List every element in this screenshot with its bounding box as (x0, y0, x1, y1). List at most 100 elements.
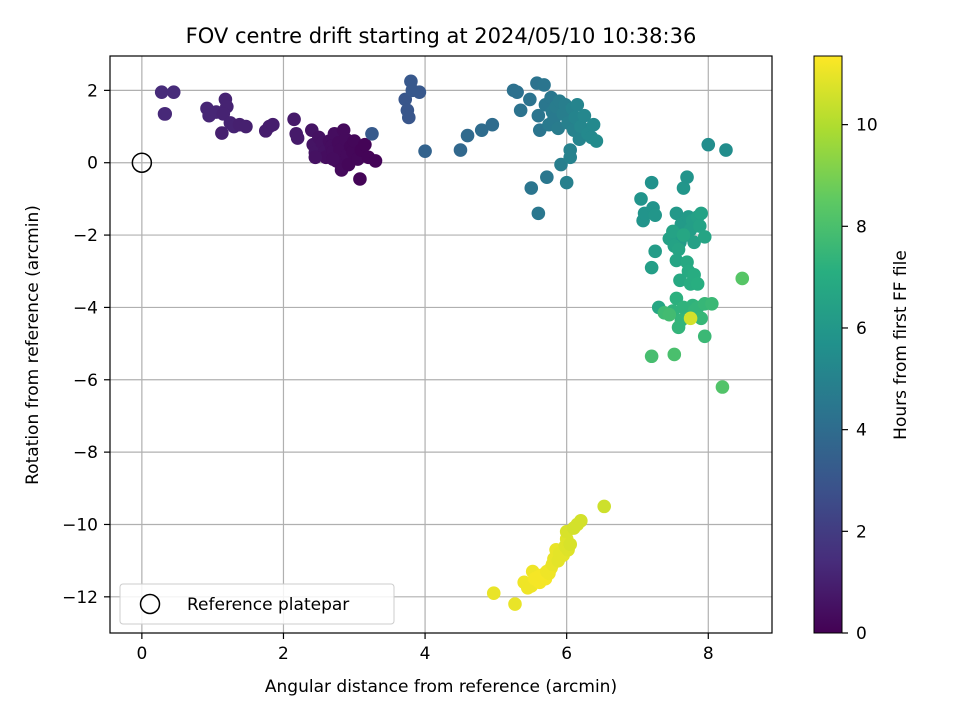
y-tick-label: −10 (62, 515, 98, 535)
scatter-point (523, 92, 537, 107)
x-tick-label: 4 (420, 644, 431, 664)
colorbar-frame (813, 55, 843, 634)
scatter-point (486, 586, 501, 601)
scatter-point (287, 112, 301, 127)
scatter-point (239, 119, 253, 134)
scatter-point (353, 172, 367, 186)
plot-frame (109, 55, 773, 634)
scatter-point (735, 271, 750, 286)
scatter-point (574, 514, 588, 528)
colorbar-tick-label: 4 (856, 421, 867, 441)
scatter-point (697, 230, 712, 244)
scatter-point (215, 126, 229, 140)
scatter-point (586, 117, 601, 132)
scatter-point (589, 134, 604, 148)
colorbar-tick-label: 6 (856, 319, 867, 339)
scatter-point (671, 242, 686, 257)
y-axis-label: Rotation from reference (arcmin) (23, 205, 43, 485)
scatter-point (697, 329, 712, 344)
scatter-point (597, 499, 611, 514)
scatter-point (154, 85, 169, 99)
scatter-point (358, 137, 372, 152)
colorbar-label: Hours from first FF file (891, 250, 911, 440)
scatter-point (662, 307, 677, 322)
colorbar-tick-label: 2 (856, 522, 867, 542)
scatter-point (266, 117, 280, 132)
x-tick-label: 8 (703, 644, 714, 664)
scatter-point (644, 175, 659, 190)
colorbar-tick-label: 0 (856, 624, 867, 644)
scatter-point (412, 85, 427, 99)
colorbar-ticks: 0 2 4 6 8 10 (842, 116, 878, 644)
scatter-point (510, 85, 524, 99)
x-tick-label: 6 (561, 644, 572, 664)
scatter-point (648, 208, 662, 222)
x-axis-label: Angular distance from reference (arcmin) (265, 677, 617, 697)
scatter-point (667, 347, 682, 362)
scatter-point (644, 260, 659, 275)
scatter-point (453, 143, 468, 157)
scatter-point (365, 126, 379, 141)
x-tick-label: 2 (278, 644, 289, 664)
scatter-point (648, 244, 662, 259)
scatter-point (683, 311, 698, 326)
scatter-point (513, 103, 528, 118)
y-tick-label: 2 (87, 81, 98, 101)
scatter-point (690, 277, 705, 291)
y-tick-label: 0 (87, 154, 98, 174)
colorbar-tick-label: 10 (856, 116, 878, 136)
scatter-point (166, 85, 181, 99)
scatter-point (676, 181, 691, 195)
scatter-point (418, 144, 432, 158)
colorbar-tick-label: 8 (856, 217, 867, 237)
scatter-point (368, 154, 383, 168)
scatter-point (474, 123, 489, 137)
scatter-point (687, 235, 701, 250)
scatter-point (715, 380, 730, 394)
chart-title: FOV centre drift starting at 2024/05/10 … (186, 24, 697, 48)
scatter-point (551, 121, 565, 136)
legend-marker-icon (139, 593, 161, 615)
colorbar (814, 56, 842, 633)
y-tick-label: −6 (73, 371, 98, 391)
scatter-point (401, 110, 416, 125)
scatter-point (666, 224, 680, 239)
scatter-point (563, 150, 578, 165)
scatter-point (537, 78, 551, 92)
scatter-point (531, 206, 546, 221)
scatter-point (308, 150, 323, 165)
legend-label: Reference platepar (187, 595, 349, 615)
scatter-point (692, 219, 707, 233)
scatter-point (158, 107, 173, 121)
scatter-point (673, 273, 687, 288)
scatter-point (694, 311, 708, 326)
legend: Reference platepar (119, 583, 395, 625)
x-axis-ticks: 0 2 4 6 8 (136, 633, 714, 664)
x-tick-label: 0 (136, 644, 147, 664)
scatter-point (460, 128, 475, 143)
y-tick-label: −12 (62, 588, 98, 608)
scatter-point (531, 108, 546, 123)
scatter-point (577, 108, 592, 123)
scatter-point (554, 157, 568, 172)
scatter-point (669, 253, 684, 268)
scatter-point (570, 98, 585, 112)
y-axis-ticks: 2 0 −2 −4 −6 −8 −10 −12 (62, 81, 110, 608)
scatter-point (485, 117, 500, 132)
scatter-point (326, 152, 340, 166)
scatter-point (634, 192, 648, 206)
reference-marker (131, 152, 153, 173)
reference-platepar-marker (131, 152, 153, 173)
scatter-points (154, 74, 750, 611)
scatter-point (290, 131, 305, 145)
y-tick-label: −4 (73, 298, 98, 318)
scatter-point (669, 206, 684, 221)
scatter-point (540, 170, 554, 184)
grid-lines (110, 56, 772, 633)
legend-box (119, 583, 395, 625)
scatter-point (701, 137, 716, 152)
y-tick-label: −2 (73, 226, 98, 246)
scatter-point (705, 297, 719, 311)
